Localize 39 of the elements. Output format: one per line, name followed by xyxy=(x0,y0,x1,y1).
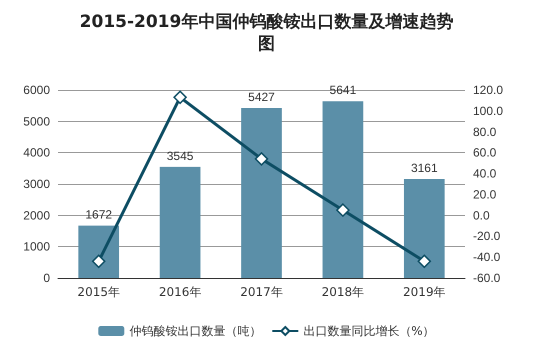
y-tick-label: 1000 xyxy=(23,240,50,254)
y2-tick-label: 120.0 xyxy=(473,83,504,97)
y2-tick-label: -20.0 xyxy=(473,229,501,244)
y2-tick-label: 100.0 xyxy=(473,104,504,118)
data-label: 1672 xyxy=(85,208,112,222)
legend-label: 仲钨酸铵出口数量（吨） xyxy=(129,324,262,338)
data-label: 5641 xyxy=(330,83,357,98)
y2-tick-label: 80.0 xyxy=(473,124,497,139)
y2-tick-label: -40.0 xyxy=(473,250,501,264)
point xyxy=(254,152,268,166)
data-label: 3161 xyxy=(410,160,438,175)
point xyxy=(418,254,432,268)
chart-title: 2015-2019年中国仲钨酸铵出口数量及增速趋势图 xyxy=(80,12,454,54)
bar xyxy=(241,108,282,278)
x-tick-label: 2019年 xyxy=(403,285,446,299)
y2-tick-label: 60.0 xyxy=(473,146,497,160)
bar xyxy=(322,101,364,278)
point xyxy=(336,203,350,217)
y-tick-label: 5000 xyxy=(23,114,50,128)
point xyxy=(173,90,187,104)
x-tick-label: 2015年 xyxy=(77,285,120,299)
x-tick-label: 2016年 xyxy=(158,285,202,299)
y2-tick-label: -60.0 xyxy=(473,271,501,285)
y-tick-label: 0 xyxy=(43,271,50,285)
y2-tick-label: 40.0 xyxy=(473,166,497,181)
y2-tick-label: 20.0 xyxy=(473,187,497,202)
bar xyxy=(160,166,200,278)
data-label: 3545 xyxy=(166,148,194,163)
y-tick-label: 2000 xyxy=(23,208,50,222)
x-tick-label: 2018年 xyxy=(322,285,364,299)
bar xyxy=(404,178,445,278)
y-tick-label: 3000 xyxy=(23,177,50,191)
y-tick-label: 4000 xyxy=(23,146,50,160)
legend-label: 出口数量同比增长（%） xyxy=(303,324,435,338)
x-tick-label: 2017年 xyxy=(240,285,283,299)
y-tick-label: 6000 xyxy=(23,83,50,97)
y2-tick-label: 0.0 xyxy=(473,208,490,222)
point xyxy=(92,254,106,268)
data-label: 5427 xyxy=(248,90,276,104)
